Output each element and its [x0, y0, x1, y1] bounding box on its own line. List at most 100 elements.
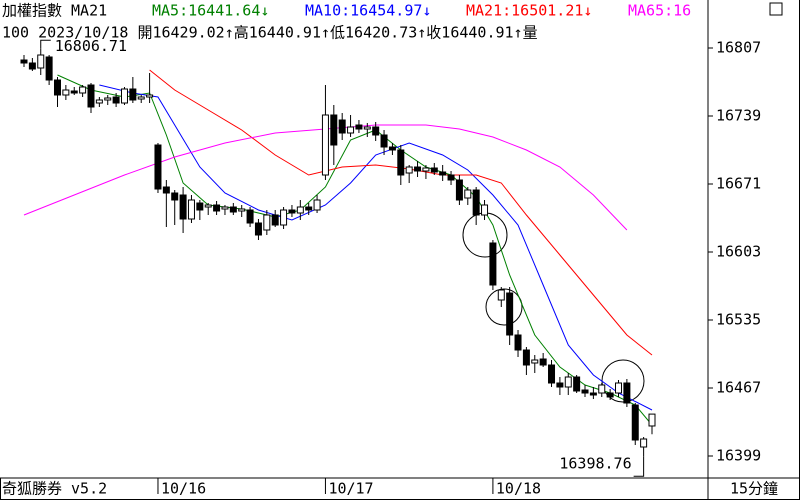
candle-body	[95, 99, 103, 104]
candle-body	[187, 199, 195, 220]
candle-body	[472, 189, 480, 216]
candle-body	[506, 292, 514, 336]
candle-body	[531, 359, 539, 364]
candle-body	[280, 209, 288, 226]
y-tick-label: 16535	[716, 311, 761, 329]
candle-body	[79, 86, 87, 94]
candle-body	[238, 208, 246, 212]
candle-body	[196, 202, 204, 211]
header: 加權指數 MA21 100 2023/10/18 開16429.02↑高1644…	[2, 2, 691, 42]
candle-body	[623, 382, 631, 404]
candle-body	[589, 392, 597, 396]
info-line: 100 2023/10/18 開16429.02↑高16440.91↑低1642…	[2, 24, 538, 42]
candle-body	[263, 214, 271, 231]
candle-body	[37, 54, 45, 69]
candle-body	[120, 88, 128, 104]
candle-body	[388, 146, 396, 151]
candle-body	[229, 206, 237, 213]
candle-body	[271, 214, 279, 226]
title: 加權指數 MA21	[2, 2, 107, 20]
candle-body	[288, 209, 296, 214]
candle-body	[146, 94, 154, 98]
candle-body	[514, 334, 522, 351]
candle-body	[397, 149, 405, 176]
candle-body	[104, 97, 112, 101]
highlight-circle	[485, 288, 523, 326]
candle-body	[573, 376, 581, 392]
candle-body	[481, 204, 489, 216]
candle-body	[70, 90, 78, 94]
candle-body	[28, 62, 36, 70]
candle-body	[548, 364, 556, 384]
candle-body	[497, 289, 505, 301]
candle-body	[213, 204, 221, 212]
candle-body	[414, 166, 422, 172]
period: 15分鐘	[730, 480, 778, 498]
candle-body	[405, 166, 413, 174]
x-tick-label: 10/18	[496, 480, 541, 498]
candle-body	[20, 59, 28, 64]
annotation: 16806.71	[55, 37, 127, 55]
candle-body	[372, 126, 380, 136]
candle-body	[154, 144, 162, 190]
candle-body	[305, 206, 313, 211]
annotation-leader	[633, 456, 645, 477]
candle-body	[455, 179, 463, 201]
candle-body	[162, 186, 170, 194]
candle-body	[648, 413, 656, 427]
candle-body	[363, 126, 371, 130]
legend-entry: MA5:16441.64↓	[152, 2, 269, 20]
candle-body	[45, 56, 53, 81]
candle-body	[321, 114, 329, 176]
x-tick-label: 10/16	[161, 480, 206, 498]
y-tick-label: 16467	[716, 379, 761, 397]
candle-body	[330, 114, 338, 146]
candle-body	[556, 382, 564, 388]
footer: 奇狐勝券 v5.2	[2, 480, 107, 498]
candle-body	[640, 438, 648, 448]
candle-body	[615, 382, 623, 394]
x-tick-label: 10/17	[328, 480, 373, 498]
candle-body	[313, 199, 321, 211]
candle-body	[204, 204, 212, 208]
legend-entry: MA21:16501.21↓	[466, 2, 592, 20]
legend-entry: MA65:16	[628, 2, 691, 20]
candle-body	[179, 194, 187, 220]
candle-body	[380, 134, 388, 148]
y-tick-label: 16739	[716, 107, 761, 125]
y-tick-label: 16399	[716, 447, 761, 465]
candle-body	[137, 96, 145, 100]
candle-body	[347, 126, 355, 134]
menu-icon[interactable]	[769, 2, 783, 16]
candle-body	[539, 358, 547, 366]
y-tick-label: 16603	[716, 243, 761, 261]
candle-body	[171, 192, 179, 201]
candle-body	[464, 189, 472, 199]
candle-body	[246, 209, 254, 224]
candle-body	[62, 89, 70, 96]
candle-body	[112, 96, 120, 104]
annotation: 16398.76	[559, 455, 631, 473]
y-tick-label: 16671	[716, 175, 761, 193]
candle-body	[598, 384, 606, 394]
legend-entry: MA10:16454.97↓	[305, 2, 431, 20]
candle-body	[631, 404, 639, 441]
candle-body	[489, 242, 497, 286]
candle-body	[221, 206, 229, 210]
candle-body	[422, 167, 430, 172]
candle-body	[338, 119, 346, 134]
candle-body	[564, 376, 572, 388]
candle-body	[447, 174, 455, 181]
candle-body	[606, 392, 614, 398]
candle-body	[522, 349, 530, 366]
candle-body	[581, 389, 589, 394]
annotation-leader	[40, 39, 51, 49]
candle-body	[439, 171, 447, 176]
y-tick-label: 16807	[716, 39, 761, 57]
candle-body	[355, 124, 363, 130]
candle-body	[87, 84, 95, 108]
candle-body	[430, 167, 438, 173]
candle-body	[254, 222, 262, 236]
ma-line	[99, 84, 653, 411]
